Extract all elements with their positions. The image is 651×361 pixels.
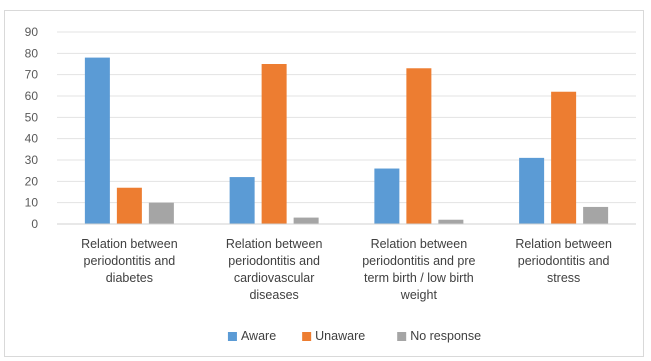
x-category-label: diseases <box>249 288 298 302</box>
y-tick-label: 90 <box>25 25 39 39</box>
bars <box>84 57 609 225</box>
x-category-label: periodontitis and <box>84 254 176 268</box>
bar-unaware <box>406 68 432 225</box>
bar-aware <box>229 177 255 224</box>
legend-swatch <box>397 332 407 341</box>
bar-no-response <box>438 219 464 224</box>
x-category-label: diabetes <box>106 271 153 285</box>
legend-swatch <box>227 332 237 341</box>
x-category-label: periodontitis and pre <box>362 254 475 268</box>
bar-aware <box>84 57 110 224</box>
bar-no-response <box>293 217 319 224</box>
legend-item: Unaware <box>302 329 365 343</box>
x-category-label: periodontitis and <box>228 254 320 268</box>
bar-unaware <box>551 91 577 224</box>
legend-label: Unaware <box>315 329 365 343</box>
gridlines <box>57 31 636 204</box>
y-tick-label: 60 <box>25 89 39 103</box>
x-category-label: stress <box>547 271 580 285</box>
legend-label: No response <box>410 329 481 343</box>
y-tick-label: 80 <box>25 46 39 60</box>
legend-item: Aware <box>227 329 276 343</box>
category-labels: Relation between periodontitis and diabete… <box>81 237 612 302</box>
bar-unaware <box>261 64 287 224</box>
y-tick-label: 30 <box>25 153 39 167</box>
y-axis-ticks: 0 10 20 30 40 50 60 70 80 90 <box>25 25 39 231</box>
legend-label: Aware <box>241 329 276 343</box>
legend-swatch <box>302 332 312 341</box>
bar-aware <box>374 168 400 224</box>
x-category-label: Relation between <box>81 237 178 251</box>
y-tick-label: 20 <box>25 174 39 188</box>
bar-unaware <box>116 187 142 224</box>
bar-no-response <box>148 202 174 224</box>
x-category-label: periodontitis and <box>518 254 610 268</box>
y-tick-label: 0 <box>31 217 38 231</box>
x-category-label: Relation between <box>515 237 612 251</box>
x-category-label: Relation between <box>226 237 323 251</box>
y-tick-label: 70 <box>25 68 39 82</box>
y-tick-label: 40 <box>25 132 39 146</box>
y-tick-label: 50 <box>25 110 39 124</box>
x-category-label: term birth / low birth <box>364 271 474 285</box>
x-category-label: Relation between <box>371 237 468 251</box>
y-tick-label: 10 <box>25 196 39 210</box>
x-category-label: cardiovascular <box>234 271 315 285</box>
x-category-label: weight <box>400 288 438 302</box>
legend-item: No response <box>397 329 481 343</box>
bar-no-response <box>583 206 609 224</box>
bar-aware <box>519 157 545 224</box>
legend: Aware Unaware No response <box>227 329 481 343</box>
